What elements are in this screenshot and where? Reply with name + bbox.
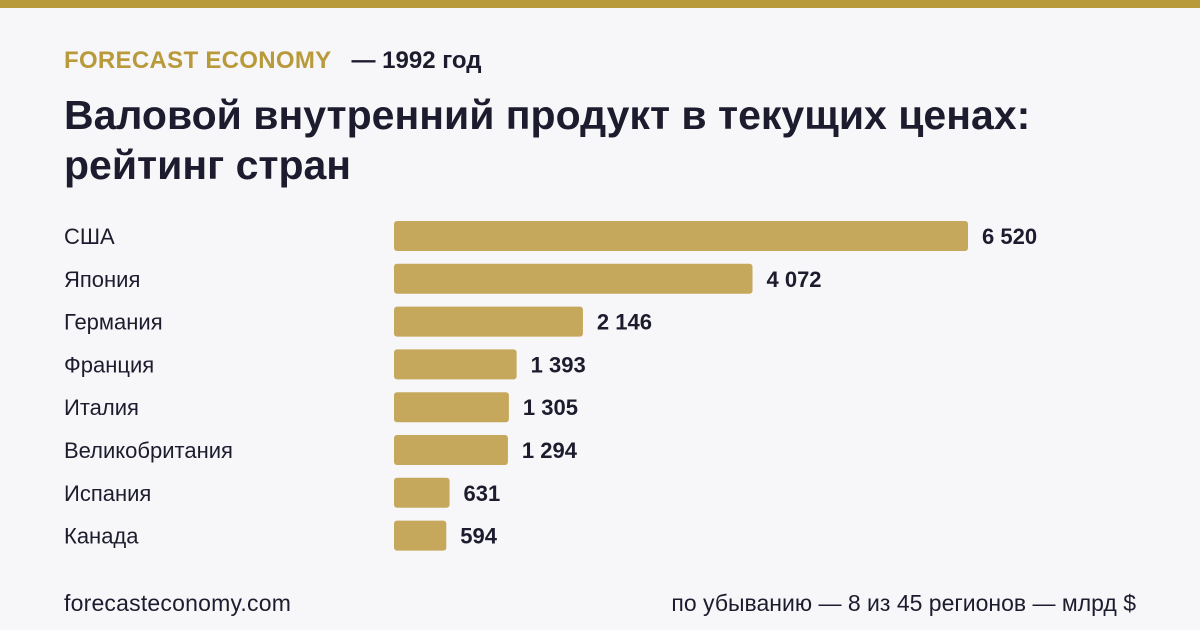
year-label: — 1992 год [351,47,482,74]
value-label: 631 [464,481,501,506]
category-label: Канада [64,524,139,549]
bar [394,306,583,337]
chart-title: Валовой внутренний продукт в текущих цен… [64,92,1031,188]
category-label: Франция [64,352,154,377]
bar [394,392,509,423]
bar [394,520,447,551]
bar [394,435,508,465]
category-label: Япония [64,267,140,292]
category-label: Испания [64,481,151,506]
brand-name: FORECAST ECONOMY [64,47,332,74]
value-label: 1 305 [523,395,578,420]
footer-site: forecasteconomy.com [64,590,292,616]
bar [394,263,753,294]
value-label: 6 520 [982,224,1037,249]
top-accent-stripe [0,0,1200,8]
category-label: Германия [64,310,163,335]
bar [394,221,968,251]
bar [394,477,450,508]
category-label: Великобритания [64,438,233,463]
bar [394,349,517,380]
value-label: 1 393 [531,352,586,377]
category-label: США [64,224,115,249]
footer-note: по убыванию — 8 из 45 регионов — млрд $ [671,590,1136,616]
category-label: Италия [64,395,139,420]
value-label: 2 146 [597,310,652,335]
header-brand-row: FORECAST ECONOMY — 1992 год [64,44,481,78]
value-label: 4 072 [766,267,821,292]
value-label: 594 [460,524,497,549]
value-label: 1 294 [522,438,578,463]
